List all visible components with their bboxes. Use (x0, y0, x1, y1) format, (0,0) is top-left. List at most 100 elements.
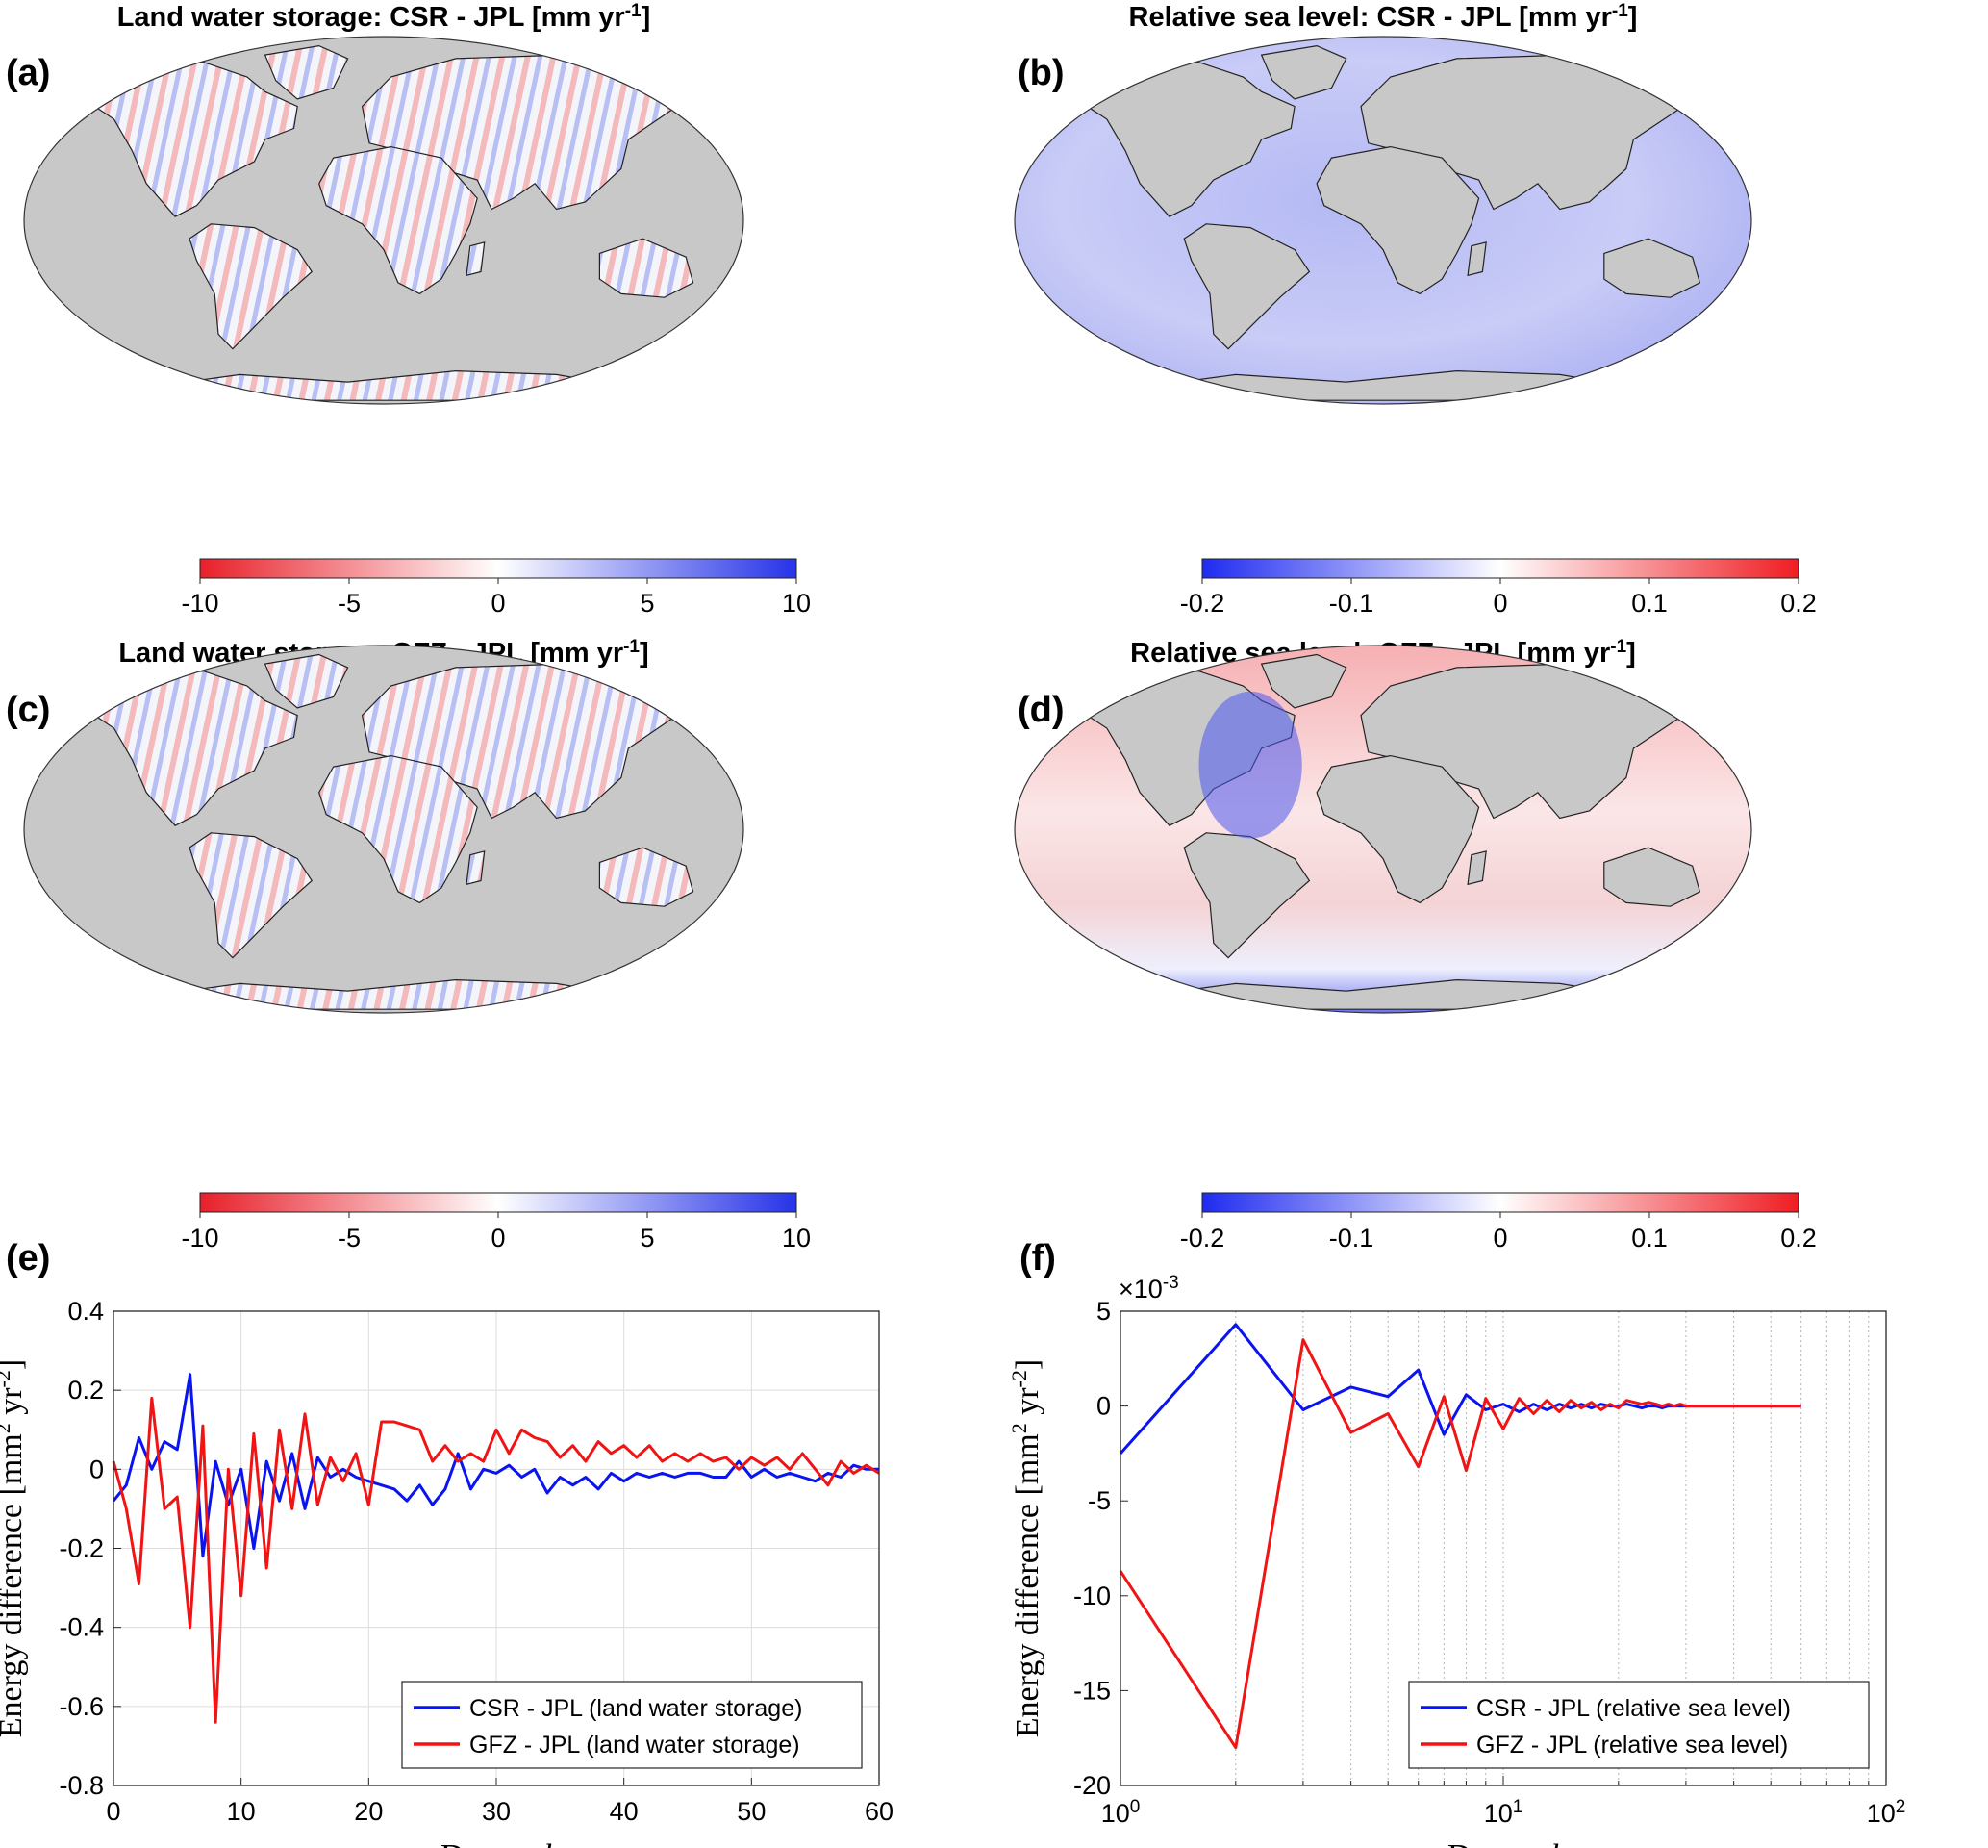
legend-label-2: GFZ - JPL (relative sea level) (1476, 1732, 1788, 1759)
colorbar-tick-label: 0.1 (1631, 589, 1668, 618)
colorbar-tick-label: 10 (782, 589, 811, 618)
ocean-anomaly-blue (1198, 691, 1302, 839)
legend-label-1: CSR - JPL (relative sea level) (1476, 1695, 1791, 1722)
y-axis-label: Energy difference [mm2 yr-2] (1007, 1359, 1046, 1737)
continent-madagascar (466, 241, 486, 277)
map-title: Relative sea level: CSR - JPL [mm yr-1] (1129, 1, 1638, 34)
y-axis-label-exp2: -2 (1007, 1370, 1031, 1387)
x-tick-label: 40 (610, 1797, 639, 1826)
map-title-unit-exponent: -1 (1612, 1, 1628, 21)
map-border (23, 36, 744, 405)
y-axis-label-exp2: -2 (0, 1370, 14, 1387)
y-tick-label: -0.8 (59, 1771, 104, 1800)
x-tick-label: 101 (1484, 1797, 1523, 1829)
continent-namerica (65, 62, 298, 217)
continent-australia (598, 847, 694, 907)
chart-panel-e: (e) 0 10 20 30 40 50 60 -0.8 -0.6 -0.4 -0.2 0 0.2 0.4 D… (0, 1238, 893, 1848)
map-continents (65, 653, 694, 1010)
colorbar-tick-label: -10 (181, 589, 218, 618)
y-axis-label-text: Energy difference [mm (1010, 1433, 1045, 1737)
axis-ticks: 0 10 20 30 40 50 60 -0.8 -0.6 -0.4 -0.2 0 0.2 0.4 (59, 1297, 893, 1826)
y-tick-label: 5 (1096, 1297, 1111, 1326)
x-axis-label: Degree l (440, 1838, 552, 1848)
colorbar-tick-label: -0.1 (1329, 589, 1374, 618)
multiplier-base: ×10 (1119, 1275, 1163, 1304)
colorbar-tick-label: -0.2 (1180, 1224, 1225, 1253)
continent-madagascar (1467, 241, 1487, 277)
x-tick-label: 30 (482, 1797, 511, 1826)
x-tick-base: 10 (1101, 1799, 1130, 1828)
panel-label: (e) (6, 1238, 50, 1278)
colorbar-tick-label: 10 (782, 1224, 811, 1253)
y-axis-label: Energy difference [mm2 yr-2] (0, 1359, 29, 1737)
legend-box (1408, 1681, 1870, 1769)
y-axis-label-exp1: 2 (0, 1423, 14, 1433)
continent-samerica (189, 832, 313, 959)
colorbar-tick-label: 0 (1493, 589, 1507, 618)
map-border (23, 645, 744, 1014)
colorbar-tick-label: 0.2 (1780, 1224, 1817, 1253)
colorbar-tick-label: 0 (1493, 1224, 1507, 1253)
map-panel-c: Land water storage: GFZ - JPL [mm yr-1](… (6, 637, 811, 1253)
continent-greenland (1260, 653, 1347, 709)
map-panel-d: Relative sea level: GFZ - JPL [mm yr-1](… (1014, 637, 1817, 1253)
x-tick-base: 10 (1867, 1799, 1896, 1828)
x-axis-label-variable: l (1550, 1838, 1559, 1848)
x-axis-label: Degree l (1447, 1838, 1559, 1848)
legend: CSR - JPL (relative sea level) GFZ - JPL … (1408, 1681, 1870, 1769)
continent-madagascar (1467, 850, 1487, 886)
map-title-unit-exponent: -1 (623, 637, 640, 657)
y-tick-label: -0.4 (59, 1613, 104, 1642)
colorbar-tick-label: -0.1 (1329, 1224, 1374, 1253)
continent-samerica (189, 223, 313, 350)
x-tick-label: 60 (865, 1797, 893, 1826)
multiplier-exponent: -3 (1163, 1273, 1179, 1293)
continent-namerica (65, 671, 298, 826)
y-axis-label-mid: yr (0, 1387, 29, 1424)
x-tick-label: 10 (227, 1797, 256, 1826)
colorbar-tick-label: 0.2 (1780, 589, 1817, 618)
charts-layer: (e)0102030405060-0.8-0.6-0.4-0.200.20.4D… (0, 1238, 1905, 1848)
maps-layer: Land water storage: CSR - JPL [mm yr-1] (… (6, 1, 1817, 1253)
legend: CSR - JPL (land water storage) GFZ - JPL … (401, 1681, 863, 1769)
continent-australia (1603, 847, 1701, 907)
x-tick-base: 10 (1484, 1799, 1513, 1828)
continent-australia (598, 238, 694, 298)
continent-madagascar (466, 850, 486, 886)
map-title-text: Relative sea level: CSR - JPL [mm yr (1129, 2, 1612, 33)
map-title: Land water storage: CSR - JPL [mm yr-1] (117, 1, 651, 34)
map-border (1014, 36, 1752, 405)
y-axis-label-exp1: 2 (1007, 1423, 1031, 1433)
y-axis-label-close: ] (1010, 1359, 1045, 1370)
axis-ticks: 100 101 102-20-15-10-505 (1073, 1297, 1905, 1828)
x-tick-label: 50 (737, 1797, 766, 1826)
colorbar (1201, 1192, 1799, 1213)
x-tick-exponent: 2 (1896, 1797, 1906, 1817)
colorbar-tick-label: -5 (338, 1224, 361, 1253)
x-axis-label-variable: l (543, 1838, 552, 1848)
series-line-2 (112, 1396, 880, 1724)
y-tick-label: -0.6 (59, 1692, 104, 1721)
continent-samerica (1183, 832, 1311, 959)
legend-box (401, 1681, 863, 1769)
x-tick-label: 100 (1101, 1797, 1141, 1829)
y-tick-label: 0.4 (67, 1297, 104, 1326)
colorbar-tick-label: 0 (491, 589, 505, 618)
continent-australia (1603, 238, 1701, 298)
continent-namerica (1057, 62, 1296, 217)
map-title-unit-close: ] (640, 638, 649, 669)
panel-label: (d) (1018, 690, 1065, 730)
x-tick-label: 102 (1867, 1797, 1906, 1829)
colorbar-tick-label: 5 (640, 589, 654, 618)
panel-label: (a) (6, 53, 50, 93)
colorbar-tick-label: 0 (491, 1224, 505, 1253)
colorbar-tick-label: -10 (181, 1224, 218, 1253)
x-tick-exponent: 0 (1130, 1797, 1141, 1817)
y-tick-label: -20 (1073, 1771, 1111, 1800)
y-axis-label-text: Energy difference [mm (0, 1433, 29, 1737)
y-tick-label: -10 (1073, 1582, 1111, 1610)
map-title-unit-close: ] (642, 2, 651, 33)
y-tick-label: -0.2 (59, 1534, 104, 1563)
